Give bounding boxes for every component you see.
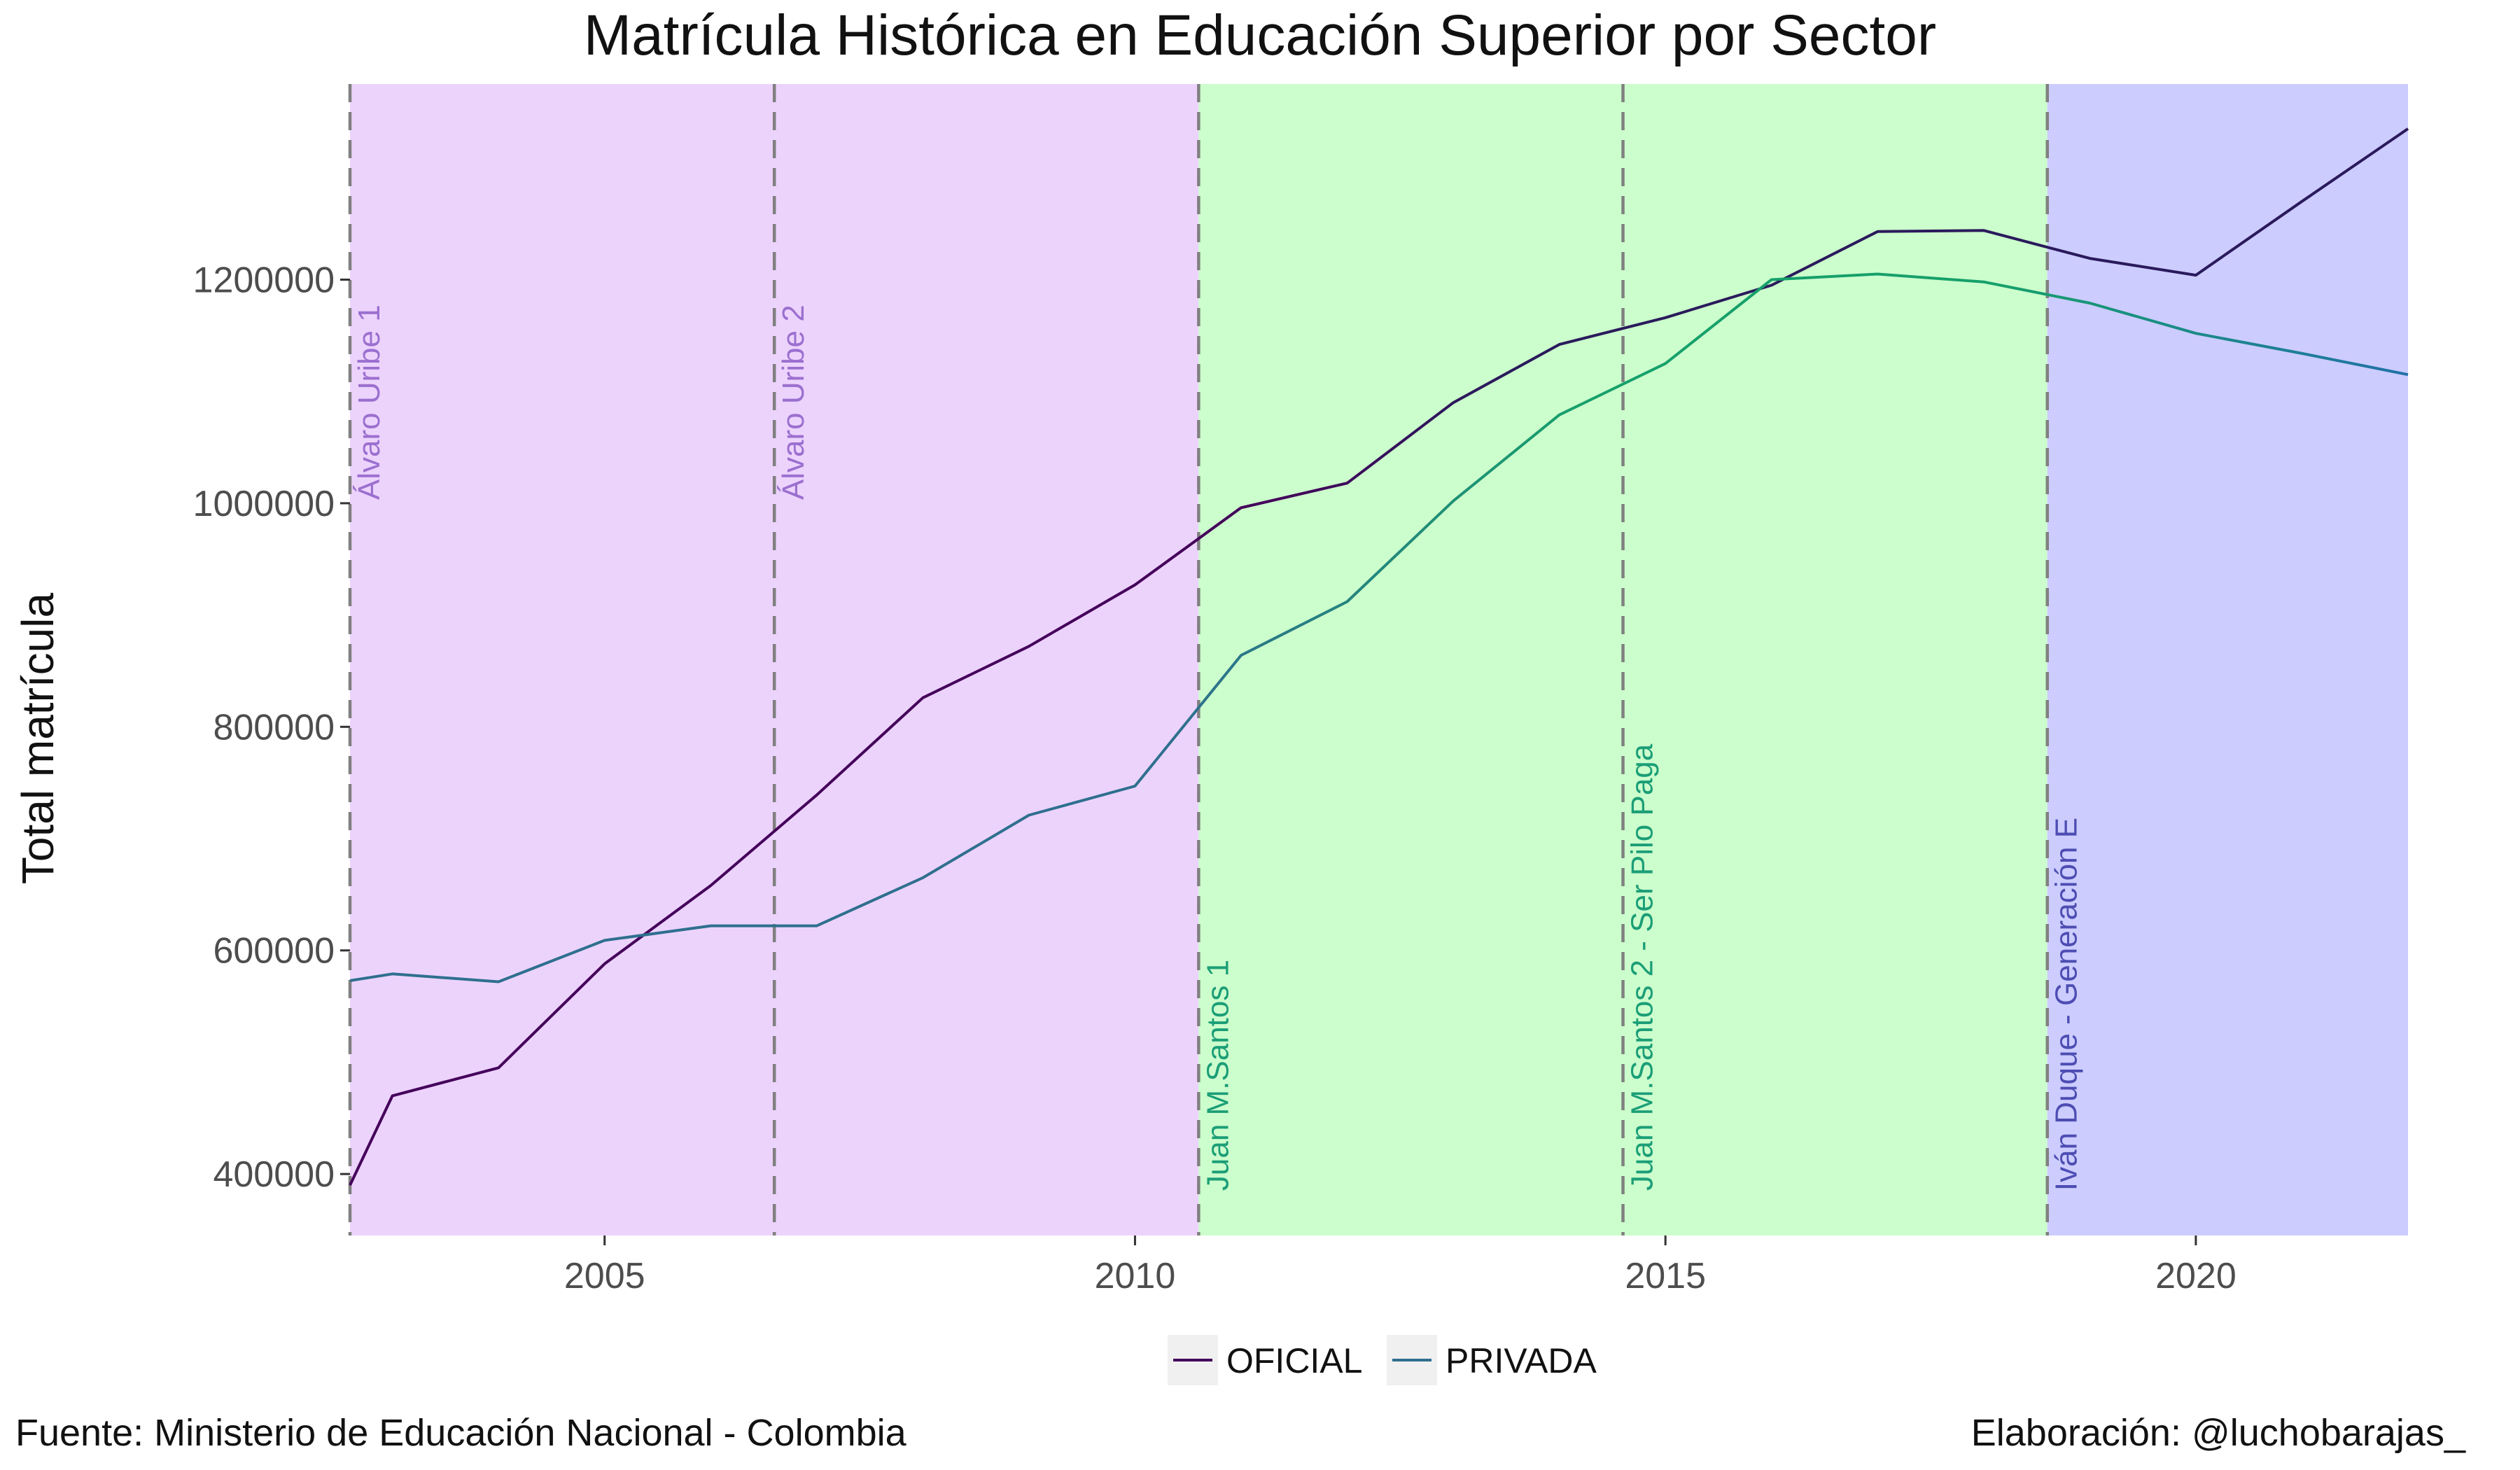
- y-tick-label-400000: 400000: [213, 1154, 335, 1195]
- x-tick-label-2020: 2020: [2155, 1256, 2236, 1296]
- y-axis: 400000 600000 800000 1000000 1200000: [193, 260, 350, 1195]
- chart-title: Matrícula Histórica en Educación Superio…: [584, 4, 1936, 67]
- period-label-5: Iván Duque - Generación E: [2050, 818, 2084, 1191]
- period-background-5: [2047, 84, 2408, 1236]
- period-labels: Álvaro Uribe 1 Álvaro Uribe 2 Juan M.Santo…: [352, 304, 2084, 1191]
- period-backgrounds: [350, 84, 2408, 1236]
- period-background-2: [774, 84, 1199, 1236]
- legend-label-privada: PRIVADA: [1446, 1341, 1597, 1380]
- y-tick-label-800000: 800000: [213, 707, 335, 748]
- period-label-3: Juan M.Santos 1: [1200, 960, 1235, 1191]
- period-label-2: Álvaro Uribe 2: [776, 304, 811, 500]
- y-axis-title: Total matrícula: [13, 593, 63, 885]
- series-line-oficial: [349, 127, 2409, 1186]
- x-axis: 2005 2010 2015 2020: [564, 1236, 2236, 1296]
- caption-source: Fuente: Ministerio de Educación Nacional…: [15, 1412, 907, 1454]
- x-tick-label-2010: 2010: [1095, 1256, 1176, 1296]
- x-tick-label-2015: 2015: [1625, 1256, 1706, 1296]
- y-tick-label-1000000: 1000000: [193, 484, 335, 524]
- legend-label-oficial: OFICIAL: [1226, 1341, 1362, 1380]
- period-background-4: [1623, 84, 2047, 1236]
- series-lines: [349, 127, 2409, 1186]
- y-tick-label-1200000: 1200000: [193, 260, 335, 300]
- x-tick-label-2005: 2005: [564, 1256, 645, 1296]
- legend: OFICIAL PRIVADA: [1168, 1335, 1597, 1385]
- y-tick-label-600000: 600000: [213, 931, 335, 972]
- period-background-3: [1198, 84, 1623, 1236]
- period-label-1: Álvaro Uribe 1: [352, 304, 386, 500]
- period-label-4: Juan M.Santos 2 - Ser Pilo Paga: [1625, 743, 1660, 1191]
- caption-author: Elaboración: @luchobarajas_: [1971, 1412, 2466, 1454]
- period-background-1: [350, 84, 775, 1236]
- series-line-privada: [349, 272, 2409, 983]
- period-divider-lines: [348, 84, 2049, 1236]
